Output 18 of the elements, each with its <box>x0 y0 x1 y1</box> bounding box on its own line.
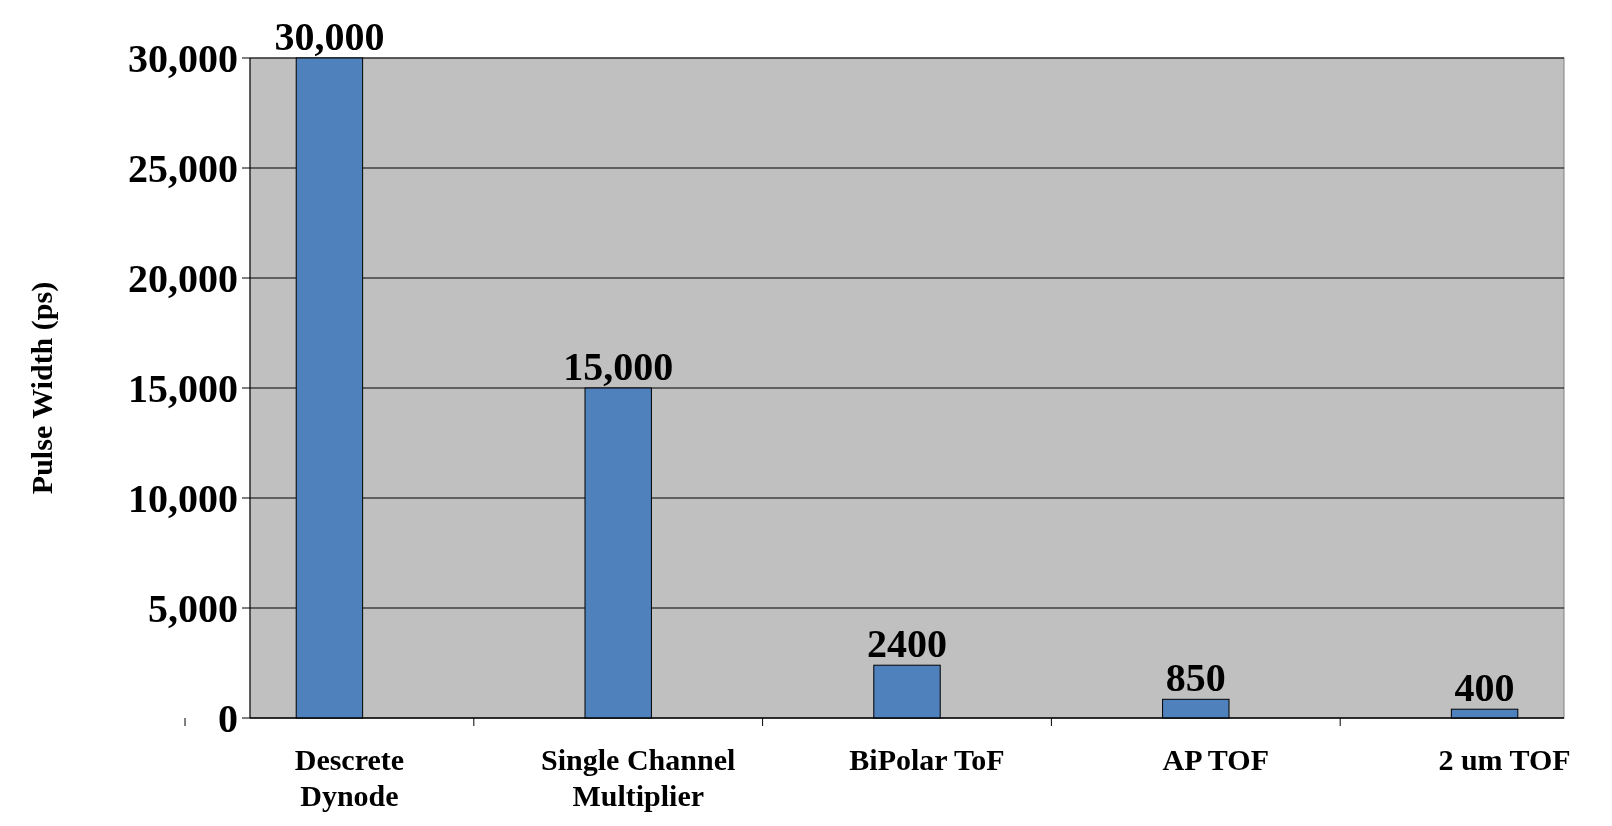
y-tick-label: 5,000 <box>148 586 238 631</box>
y-tick-label: 25,000 <box>128 146 238 191</box>
y-tick-label: 20,000 <box>128 256 238 301</box>
y-tick-label: 30,000 <box>128 36 238 81</box>
x-tick-label: Single Channel Multiplier <box>541 743 736 812</box>
data-label: 30,000 <box>274 14 385 59</box>
data-label: 15,000 <box>563 344 674 389</box>
x-tick-label: 2 um TOF <box>1438 743 1571 776</box>
data-label: 400 <box>1454 665 1515 711</box>
y-axis-title: Pulse Width (ps) <box>25 281 59 495</box>
x-tick-label: BiPolar ToF <box>849 743 1005 776</box>
y-tick-label: 15,000 <box>128 366 238 411</box>
x-tick-label: Descrete Dynode <box>294 743 405 812</box>
x-tick-label: AP TOF <box>1162 743 1269 776</box>
y-tick-label: 0 <box>218 696 238 741</box>
data-label: 2400 <box>867 621 947 667</box>
data-label: 850 <box>1165 655 1226 701</box>
y-tick-label: 10,000 <box>128 476 238 521</box>
